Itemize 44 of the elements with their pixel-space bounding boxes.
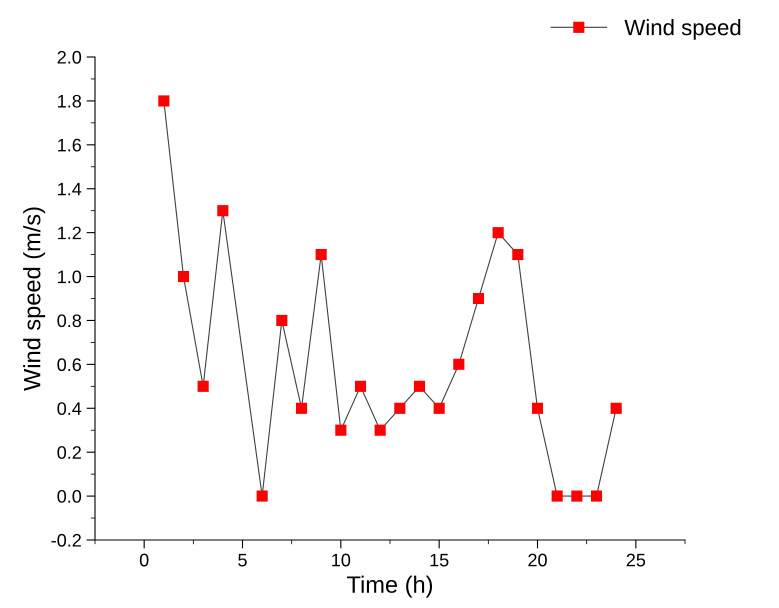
y-tick-label: 0.4: [57, 402, 82, 415]
point: [354, 380, 366, 392]
legend-label: Wind speed: [624, 19, 740, 40]
point: [552, 490, 563, 502]
y-tick-label: 0.8: [57, 314, 82, 328]
x-tick-label: 5: [238, 554, 247, 566]
x-tick-label: 25: [626, 554, 646, 566]
point: [158, 95, 170, 106]
point: [296, 402, 308, 414]
point: [178, 270, 190, 282]
point: [434, 402, 445, 414]
point: [394, 402, 406, 414]
point: [492, 227, 504, 238]
x-axis-title: Time (h): [347, 576, 432, 598]
y-tick-label: -0.2: [52, 534, 81, 547]
point: [198, 380, 209, 392]
x-tick-label: 0: [140, 554, 148, 566]
y-tick-label: 2.0: [58, 50, 82, 64]
x-tick-label: 15: [430, 554, 448, 566]
y-axis-title: Wind speed (m/s): [23, 207, 46, 391]
point: [316, 249, 327, 260]
x-tick-label: 10: [332, 554, 350, 566]
y-tick-label: 0.6: [57, 358, 82, 372]
point: [374, 424, 386, 436]
y-tick-label: 1.0: [58, 270, 82, 284]
point: [610, 402, 622, 414]
y-tick-label: 0.0: [57, 490, 82, 503]
point: [414, 380, 426, 392]
point: [256, 490, 268, 502]
point: [217, 205, 228, 216]
point: [276, 314, 288, 326]
y-tick-label: 1.4: [58, 182, 82, 196]
y-tick-label: 1.2: [58, 226, 81, 240]
point: [472, 292, 484, 304]
x-tick-label: 20: [528, 554, 547, 566]
point: [453, 358, 464, 370]
y-tick-label: 0.2: [57, 446, 81, 459]
point: [532, 402, 544, 414]
y-tick-label: 1.8: [58, 94, 82, 108]
point: [512, 249, 524, 260]
point: [335, 424, 346, 436]
point: [571, 490, 582, 502]
point: [590, 490, 602, 502]
y-tick-label: 1.6: [58, 138, 82, 152]
